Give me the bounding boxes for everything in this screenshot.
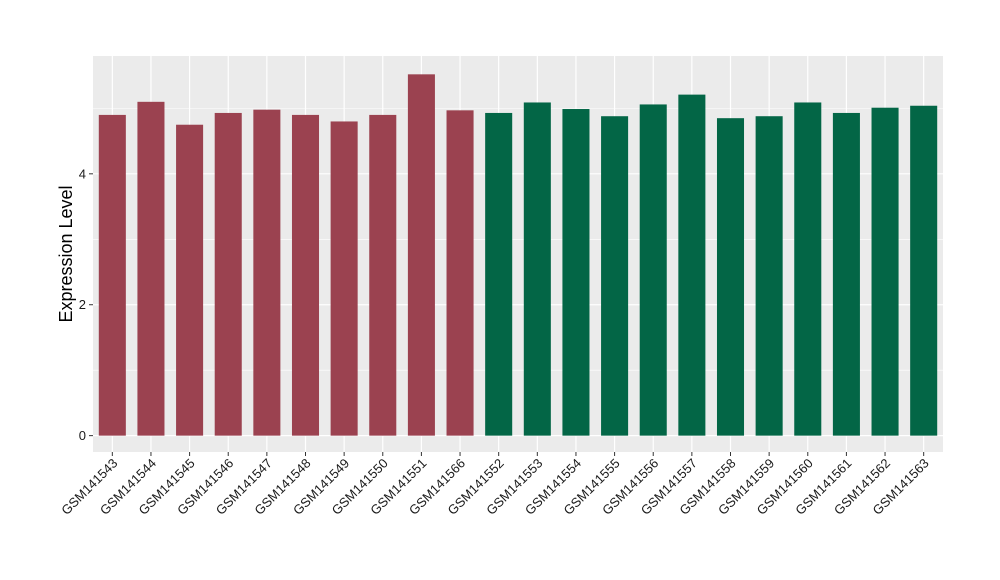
bar-GSM141550	[369, 114, 397, 436]
bar-GSM141556	[639, 104, 667, 436]
bar-GSM141543	[98, 114, 126, 436]
y-axis-title: Expression Level	[56, 185, 76, 322]
bar-GSM141553	[523, 102, 551, 436]
x-axis: GSM141543GSM141544GSM141545GSM141546GSM1…	[58, 452, 932, 518]
bars	[98, 74, 938, 436]
bar-GSM141561	[832, 112, 860, 436]
bar-GSM141554	[562, 109, 590, 436]
bar-GSM141547	[253, 109, 281, 436]
bar-GSM141544	[137, 101, 165, 436]
bar-GSM141551	[407, 74, 435, 436]
bar-GSM141557	[678, 94, 706, 436]
bar-GSM141549	[330, 121, 358, 436]
bar-GSM141552	[485, 112, 513, 436]
bar-GSM141560	[794, 102, 822, 436]
bar-GSM141563	[910, 105, 938, 436]
y-tick-label: 2	[79, 297, 86, 312]
bar-GSM141558	[716, 118, 745, 436]
bar-GSM141546	[214, 112, 242, 436]
bar-GSM141548	[291, 114, 320, 436]
bar-GSM141559	[755, 116, 783, 436]
bar-GSM141566	[446, 110, 474, 436]
bar-GSM141562	[871, 107, 899, 436]
y-tick-label: 4	[79, 166, 86, 181]
y-tick-label: 0	[79, 428, 86, 443]
bar-GSM141545	[176, 124, 204, 436]
bar-GSM141555	[601, 116, 629, 436]
y-axis: 0 2 4	[79, 166, 93, 443]
